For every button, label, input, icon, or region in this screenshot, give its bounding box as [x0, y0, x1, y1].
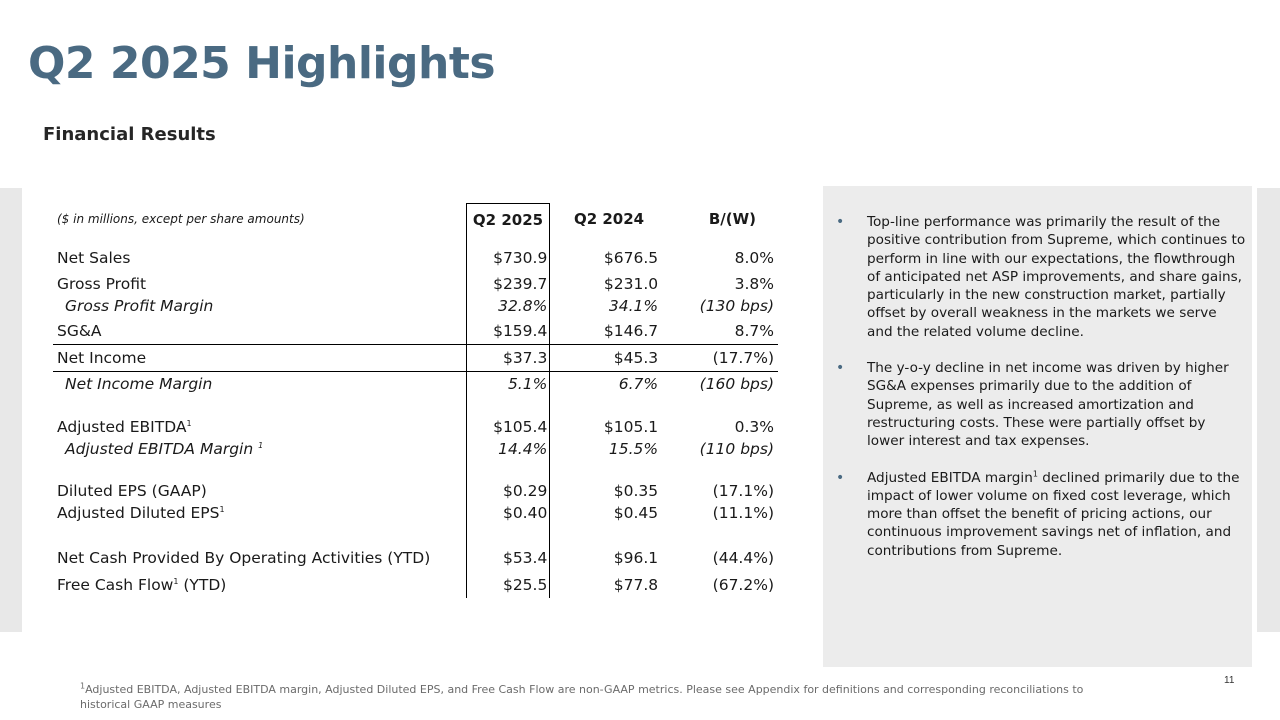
footnote-marker: 1 [258, 440, 264, 450]
cell-q2-2024: $45.3 [549, 344, 663, 372]
row-label: Adjusted Diluted EPS1 [57, 504, 225, 522]
table-row: Net Sales $730.9 $676.5 8.0% [53, 247, 778, 269]
units-note: ($ in millions, except per share amounts… [57, 212, 305, 227]
commentary-panel [823, 186, 1252, 667]
bullet-item: • Adjusted EBITDA margin1 declined prima… [836, 469, 1240, 559]
financial-results-table: ($ in millions, except per share amounts… [53, 203, 778, 598]
cell-q2-2024: $0.35 [613, 482, 659, 500]
cell-q2-2025: $239.7 [465, 273, 551, 295]
row-label: Net Sales [57, 249, 131, 267]
bullet-icon: • [836, 360, 845, 377]
cell-bw: (160 bps) [699, 375, 774, 393]
table-row: Adjusted EBITDA1 $105.4 $105.1 0.3% [53, 416, 778, 438]
row-label: Adjusted EBITDA1 [57, 418, 192, 436]
cell-q2-2025: $0.29 [465, 480, 551, 502]
cell-q2-2024: $231.0 [603, 275, 659, 293]
table-row: Net Income Margin 5.1% 6.7% (160 bps) [53, 371, 778, 396]
cell-bw: (11.1%) [712, 504, 774, 522]
cell-bw: 8.7% [662, 317, 778, 345]
cell-bw: (130 bps) [699, 297, 774, 315]
section-subtitle: Financial Results [43, 124, 216, 145]
right-band [1257, 188, 1280, 632]
page-number: 11 [1224, 675, 1235, 686]
table-row: SG&A $159.4 $146.7 8.7% [53, 317, 778, 345]
table-row: Net Income $37.3 $45.3 (17.7%) [53, 344, 778, 372]
table-header-row: ($ in millions, except per share amounts… [53, 203, 778, 235]
bullet-icon: • [836, 214, 845, 230]
footnote-marker: 1 [186, 418, 192, 428]
table-row: Diluted EPS (GAAP) $0.29 $0.35 (17.1%) [53, 480, 778, 502]
table-row: Net Cash Provided By Operating Activitie… [53, 544, 778, 571]
page-title: Q2 2025 Highlights [28, 38, 496, 89]
col-header-bw: B/(W) [708, 210, 756, 229]
bullet-icon: • [836, 469, 845, 486]
col-header-q2-2025: Q2 2025 [465, 203, 551, 235]
cell-q2-2024: $96.1 [613, 548, 659, 567]
cell-bw: (67.2%) [712, 575, 774, 594]
cell-q2-2025: $159.4 [465, 317, 551, 345]
table-row: Gross Profit Margin 32.8% 34.1% (130 bps… [53, 295, 778, 317]
cell-q2-2024: $0.45 [613, 504, 659, 522]
cell-q2-2025: $53.4 [465, 544, 551, 571]
cell-q2-2024: 34.1% [608, 297, 659, 315]
cell-bw: (17.1%) [712, 482, 774, 500]
cell-q2-2024: $77.8 [613, 575, 659, 594]
cell-bw: (44.4%) [712, 548, 774, 567]
cell-q2-2024: $146.7 [549, 317, 663, 345]
cell-bw: 3.8% [734, 275, 774, 293]
row-label: Net Cash Provided By Operating Activitie… [57, 548, 431, 567]
row-label: Net Income Margin [65, 375, 213, 393]
cell-q2-2024: $105.1 [603, 418, 659, 436]
cell-bw: (110 bps) [699, 440, 774, 458]
left-band [0, 188, 22, 632]
row-label: Free Cash Flow1 (YTD) [57, 575, 227, 594]
cell-bw: (17.7%) [662, 344, 778, 372]
table-row: Adjusted EBITDA Margin 1 14.4% 15.5% (11… [53, 438, 778, 460]
cell-q2-2025: 5.1% [465, 371, 551, 396]
cell-q2-2025: 14.4% [465, 438, 551, 460]
table-row: Gross Profit $239.7 $231.0 3.8% [53, 273, 778, 295]
row-label: Net Income [53, 344, 467, 372]
cell-bw: 0.3% [734, 418, 774, 436]
cell-q2-2025: $37.3 [465, 344, 551, 372]
bullet-item: • Top-line performance was primarily the… [836, 214, 1246, 340]
table-row: Free Cash Flow1 (YTD) $25.5 $77.8 (67.2%… [53, 571, 778, 598]
cell-q2-2025: $25.5 [465, 571, 551, 598]
commentary-bullets: • Top-line performance was primarily the… [836, 213, 1246, 578]
cell-q2-2025: $105.4 [465, 416, 551, 438]
footnote-marker: 1 [1032, 469, 1038, 479]
footnote-marker: 1 [80, 681, 86, 691]
cell-q2-2025: 32.8% [465, 295, 551, 317]
table-panel [22, 186, 822, 646]
cell-q2-2024: $676.5 [603, 249, 659, 267]
row-label: Gross Profit [57, 275, 147, 293]
cell-q2-2024: 6.7% [618, 375, 659, 393]
row-label: Gross Profit Margin [65, 297, 214, 315]
col-header-q2-2024: Q2 2024 [573, 210, 645, 229]
cell-bw: 8.0% [734, 249, 774, 267]
cell-q2-2024: 15.5% [608, 440, 659, 458]
row-label: SG&A [53, 317, 467, 345]
bullet-item: • The y-o-y decline in net income was dr… [836, 360, 1229, 450]
row-label: Adjusted EBITDA Margin 1 [65, 440, 264, 458]
footnote-marker: 1 [173, 576, 179, 586]
cell-q2-2025: $730.9 [465, 247, 551, 269]
footnote-marker: 1 [219, 504, 225, 514]
row-label: Diluted EPS (GAAP) [57, 482, 207, 500]
footnote: 1Adjusted EBITDA, Adjusted EBITDA margin… [80, 681, 1084, 711]
cell-q2-2025: $0.40 [465, 502, 551, 524]
table-row: Adjusted Diluted EPS1 $0.40 $0.45 (11.1%… [53, 502, 778, 524]
